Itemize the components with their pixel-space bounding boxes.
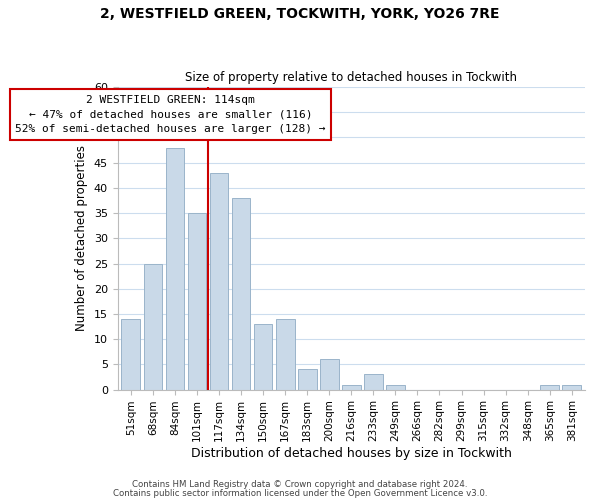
Bar <box>121 319 140 390</box>
X-axis label: Distribution of detached houses by size in Tockwith: Distribution of detached houses by size … <box>191 447 512 460</box>
Bar <box>143 264 162 390</box>
Y-axis label: Number of detached properties: Number of detached properties <box>75 146 88 332</box>
Text: Contains public sector information licensed under the Open Government Licence v3: Contains public sector information licen… <box>113 488 487 498</box>
Text: 2 WESTFIELD GREEN: 114sqm
← 47% of detached houses are smaller (116)
52% of semi: 2 WESTFIELD GREEN: 114sqm ← 47% of detac… <box>15 94 326 134</box>
Bar <box>209 173 229 390</box>
Bar <box>364 374 383 390</box>
Bar <box>541 384 559 390</box>
Text: Contains HM Land Registry data © Crown copyright and database right 2024.: Contains HM Land Registry data © Crown c… <box>132 480 468 489</box>
Text: 2, WESTFIELD GREEN, TOCKWITH, YORK, YO26 7RE: 2, WESTFIELD GREEN, TOCKWITH, YORK, YO26… <box>100 8 500 22</box>
Bar <box>320 360 338 390</box>
Title: Size of property relative to detached houses in Tockwith: Size of property relative to detached ho… <box>185 72 517 85</box>
Bar <box>188 213 206 390</box>
Bar <box>232 198 250 390</box>
Bar <box>298 370 317 390</box>
Bar <box>276 319 295 390</box>
Bar <box>386 384 405 390</box>
Bar <box>254 324 272 390</box>
Bar <box>166 148 184 390</box>
Bar <box>342 384 361 390</box>
Bar <box>562 384 581 390</box>
